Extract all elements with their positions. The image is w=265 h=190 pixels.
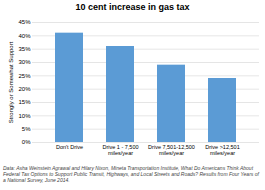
- svg-text:Strongly or Somewhat Support: Strongly or Somewhat Support: [8, 41, 14, 123]
- svg-text:45%: 45%: [18, 19, 31, 25]
- svg-text:35%: 35%: [18, 46, 31, 52]
- svg-text:Drive 7,501-12,500miles/year: Drive 7,501-12,500miles/year: [148, 144, 195, 156]
- svg-text:0%: 0%: [22, 139, 31, 145]
- svg-text:40%: 40%: [18, 33, 31, 39]
- html-text:Data: Asha Weinstein Agrawal a: Data: Asha Weinstein Agrawal and Hilary …: [3, 165, 259, 183]
- svg-text:25%: 25%: [18, 73, 31, 79]
- html-text:10 cent increase in gas tax: 10 cent increase in gas tax: [75, 2, 190, 12]
- svg-text:Drive >12,501miles/year: Drive >12,501miles/year: [205, 144, 239, 156]
- svg-text:5%: 5%: [22, 126, 31, 132]
- svg-text:30%: 30%: [18, 59, 31, 65]
- svg-text:10%: 10%: [18, 113, 31, 119]
- svg-text:Drive 1 - 7,500miles/year: Drive 1 - 7,500miles/year: [102, 144, 138, 156]
- svg-text:20%: 20%: [18, 86, 31, 92]
- svg-text:Don't Drive: Don't Drive: [56, 144, 83, 150]
- svg-text:15%: 15%: [18, 99, 31, 105]
